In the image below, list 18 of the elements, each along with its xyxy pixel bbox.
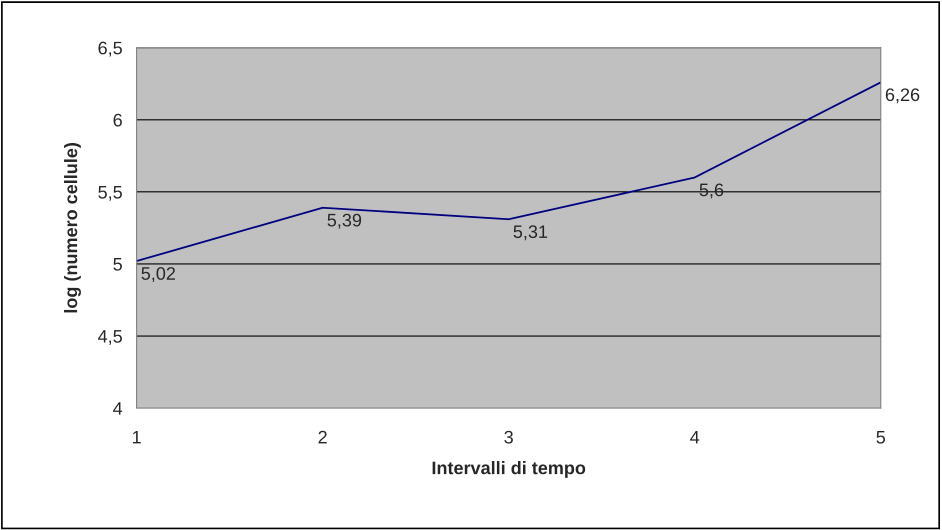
data-label: 5,31 — [514, 225, 548, 240]
x-tick-label: 5 — [876, 430, 886, 444]
y-tick-label: 5,5 — [98, 186, 122, 201]
x-tick-label: 2 — [318, 430, 327, 444]
y-tick-label: 4,5 — [98, 330, 122, 345]
y-axis-title: log (numero cellule) — [64, 143, 81, 312]
line-series — [136, 81, 881, 262]
x-tick-label: 4 — [690, 430, 700, 444]
data-label: 5,39 — [328, 214, 362, 229]
x-tick-label: 3 — [504, 430, 513, 444]
y-tick-label: 5 — [113, 258, 122, 271]
x-axis-title: Intervalli di tempo — [432, 461, 586, 478]
x-tick-label: 1 — [132, 430, 141, 444]
y-tick-label: 6 — [114, 114, 122, 126]
y-tick-label: 6,5 — [98, 42, 122, 57]
y-tick-label: 4 — [113, 402, 122, 415]
data-label: 5,02 — [141, 267, 175, 282]
data-label: 6,26 — [886, 88, 920, 104]
